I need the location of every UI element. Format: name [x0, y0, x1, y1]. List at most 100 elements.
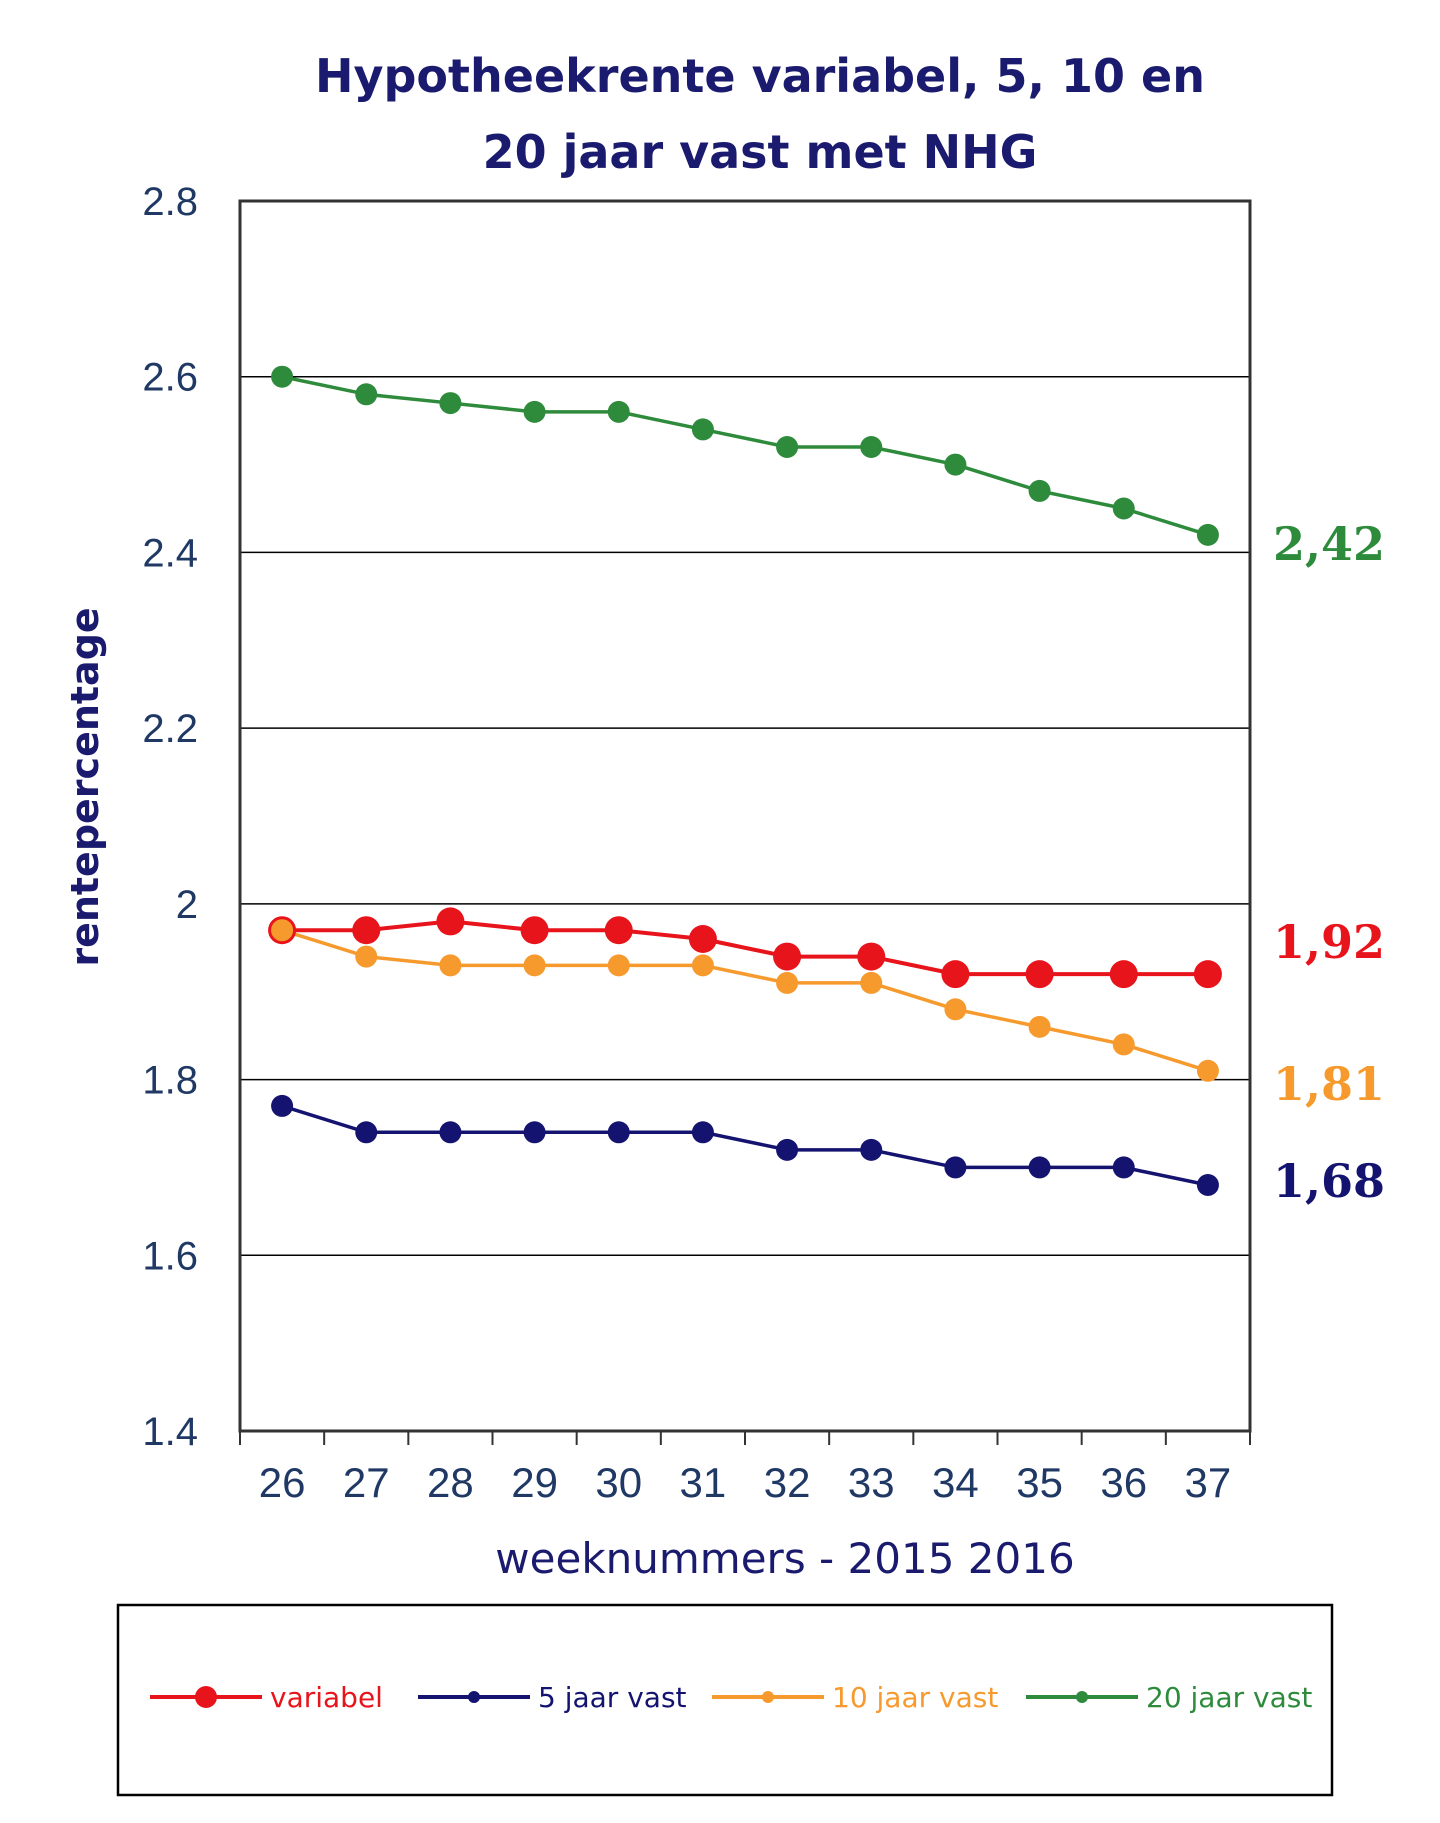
chart-title-line-2: 20 jaar vast met NHG	[483, 125, 1038, 179]
series-line	[281, 375, 1209, 537]
data-point	[1028, 479, 1051, 502]
x-tick-label: 30	[595, 1459, 642, 1506]
series-line	[281, 928, 1209, 1073]
y-axis-label: rentepercentage	[63, 607, 107, 966]
legend-label: variabel	[270, 1681, 383, 1714]
data-point	[271, 365, 294, 388]
data-point	[607, 400, 630, 423]
x-tick-label: 27	[343, 1459, 390, 1506]
y-tick-label: 1.6	[142, 1234, 198, 1278]
data-point	[776, 971, 799, 994]
data-point	[691, 418, 714, 441]
data-point	[439, 1121, 462, 1144]
data-point	[944, 1156, 967, 1179]
legend-label: 20 jaar vast	[1146, 1681, 1312, 1714]
legend-marker	[1076, 1691, 1088, 1703]
data-point	[607, 1121, 630, 1144]
data-point	[1196, 1059, 1219, 1082]
legend-marker	[195, 1686, 217, 1708]
x-axis-label: weeknummers - 2015 2016	[495, 1534, 1074, 1583]
data-point	[607, 954, 630, 977]
data-point	[773, 942, 802, 971]
legend-marker	[468, 1691, 480, 1703]
x-tick-label: 36	[1100, 1459, 1147, 1506]
data-point	[860, 971, 883, 994]
data-point	[1196, 1174, 1219, 1196]
data-point	[352, 916, 381, 945]
y-tick-label: 2.4	[142, 531, 198, 575]
data-point	[523, 400, 546, 423]
data-point	[604, 916, 633, 945]
y-tick-label: 2	[176, 883, 198, 927]
data-point	[857, 942, 886, 971]
data-point	[944, 453, 967, 476]
data-point	[691, 1121, 714, 1144]
legend-item: variabel	[150, 1681, 383, 1714]
end-value-label: 1,81	[1273, 1057, 1385, 1111]
data-point	[1196, 523, 1219, 546]
chart-title-line-1: Hypotheekrente variabel, 5, 10 en	[315, 49, 1205, 103]
legend-item: 10 jaar vast	[712, 1681, 998, 1714]
series-20-jaar-vast	[271, 365, 1219, 546]
y-tick-label: 2.6	[142, 356, 198, 400]
legend-box	[116, 1603, 1334, 1797]
data-point	[355, 1121, 378, 1144]
x-tick-label: 29	[511, 1459, 558, 1506]
data-point	[860, 436, 883, 458]
legend-label: 5 jaar vast	[538, 1681, 687, 1714]
data-point	[688, 925, 717, 953]
data-point	[269, 917, 296, 944]
data-point	[520, 916, 549, 945]
legend-label: 10 jaar vast	[832, 1681, 998, 1714]
data-point	[523, 1121, 546, 1144]
data-point	[776, 1138, 799, 1161]
x-tick-label: 37	[1185, 1459, 1232, 1506]
series-line	[282, 919, 1208, 977]
end-value-labels: 2,42 1,92 1,81 1,68	[1273, 517, 1385, 1208]
data-point	[523, 954, 546, 977]
x-tick-label: 34	[932, 1459, 979, 1506]
y-axis-ticks: 1.4 1.6 1.8 2 2.2 2.4 2.6 2.8	[142, 180, 198, 1454]
data-point	[439, 954, 462, 977]
data-point	[271, 1094, 294, 1117]
data-point	[776, 436, 799, 458]
end-value-label: 1,68	[1273, 1154, 1385, 1208]
series-5-jaar-vast	[271, 1094, 1219, 1196]
data-point	[1193, 960, 1222, 989]
x-tick-label: 35	[1016, 1459, 1063, 1506]
x-axis-ticks: 26 27 28 29 30 31 32 33 34 35 36 37	[239, 1431, 1251, 1506]
legend: variabel 5 jaar vast 10 jaar vast 20 jaar v…	[150, 1681, 1312, 1714]
x-tick-label: 31	[680, 1459, 727, 1506]
legend-marker	[762, 1691, 774, 1703]
y-tick-label: 2.2	[142, 707, 198, 751]
end-value-label: 1,92	[1273, 915, 1385, 969]
data-point	[1028, 1156, 1051, 1179]
data-point	[941, 960, 970, 989]
gridlines	[240, 375, 1250, 1257]
data-point	[944, 998, 967, 1021]
data-point	[436, 907, 465, 936]
data-point	[1112, 497, 1135, 520]
data-point	[1109, 960, 1138, 989]
x-tick-label: 28	[427, 1459, 474, 1506]
data-point	[1028, 1015, 1051, 1038]
data-point	[439, 392, 462, 415]
end-value-label: 2,42	[1273, 517, 1385, 571]
legend-item: 5 jaar vast	[418, 1681, 687, 1714]
data-point	[691, 954, 714, 977]
data-point	[1025, 960, 1054, 989]
series-lines	[268, 365, 1222, 1196]
data-point	[1112, 1156, 1135, 1179]
data-point	[355, 945, 378, 968]
x-tick-label: 26	[259, 1459, 306, 1506]
y-tick-label: 1.4	[142, 1410, 198, 1454]
data-point	[1112, 1033, 1135, 1056]
data-point	[355, 383, 378, 406]
y-tick-label: 2.8	[142, 180, 198, 224]
data-point	[860, 1138, 883, 1161]
y-tick-label: 1.8	[142, 1059, 198, 1103]
x-tick-label: 32	[764, 1459, 811, 1506]
series-line	[281, 1104, 1209, 1187]
legend-item: 20 jaar vast	[1026, 1681, 1312, 1714]
